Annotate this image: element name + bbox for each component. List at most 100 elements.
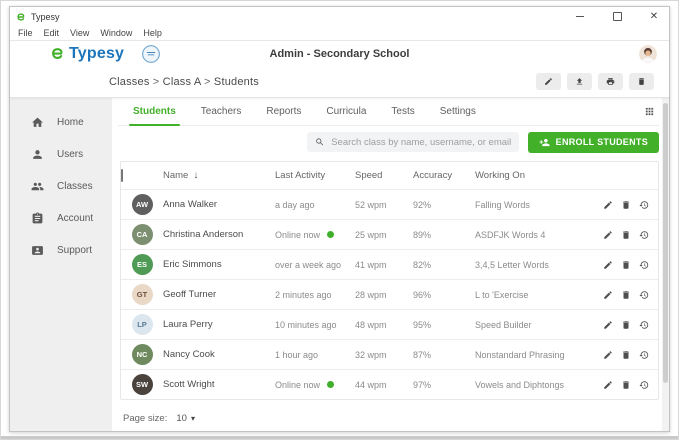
table-row[interactable]: ESEric Simmonsover a week ago41 wpm82%3,… — [121, 249, 658, 279]
sort-descending-icon[interactable]: ↓ — [193, 170, 198, 181]
delete-student-button[interactable] — [621, 290, 631, 300]
last-activity: 2 minutes ago — [275, 290, 332, 300]
grid-view-icon[interactable] — [642, 104, 657, 119]
trash-icon — [621, 380, 631, 390]
scrollbar-thumb[interactable] — [663, 103, 668, 383]
menu-window[interactable]: Window — [100, 28, 132, 38]
table-row[interactable]: GTGeoff Turner2 minutes ago28 wpm96%L to… — [121, 279, 658, 309]
delete-student-button[interactable] — [621, 350, 631, 360]
sidebar: Home UsersClassesAccountSupport — [10, 98, 112, 431]
trash-icon — [637, 77, 646, 86]
search-row: Search class by name, username, or email… — [118, 131, 659, 153]
enroll-students-label: ENROLL STUDENTS — [556, 137, 648, 147]
sidebar-item-users[interactable]: Users — [10, 138, 112, 170]
menu-edit[interactable]: Edit — [44, 28, 60, 38]
breadcrumb-item-classes[interactable]: Classes — [109, 76, 150, 88]
tab-students[interactable]: Students — [122, 98, 187, 125]
edit-student-button[interactable] — [603, 290, 613, 300]
menu-help[interactable]: Help — [143, 28, 162, 38]
student-avatar: ES — [132, 254, 153, 275]
history-icon — [639, 320, 649, 330]
history-button[interactable] — [639, 380, 649, 390]
tab-reports[interactable]: Reports — [255, 98, 312, 125]
edit-student-button[interactable] — [603, 230, 613, 240]
breadcrumb-separator: > — [201, 76, 214, 88]
sidebar-item-account[interactable]: Account — [10, 202, 112, 234]
printer-button[interactable] — [598, 73, 623, 90]
close-icon[interactable]: ✕ — [649, 12, 659, 22]
pencil-icon — [603, 200, 613, 210]
history-button[interactable] — [639, 320, 649, 330]
sidebar-item-classes[interactable]: Classes — [10, 170, 112, 202]
vertical-scrollbar[interactable] — [662, 98, 669, 431]
table-header: Name ↓ Last Activity Speed Accuracy Work… — [121, 162, 658, 189]
user-avatar[interactable] — [639, 45, 657, 63]
main-content: StudentsTeachersReportsCurriculaTestsSet… — [112, 98, 669, 431]
menu-view[interactable]: View — [70, 28, 89, 38]
delete-student-button[interactable] — [621, 230, 631, 240]
maximize-icon[interactable] — [612, 12, 622, 22]
trash-icon — [621, 260, 631, 270]
enroll-students-button[interactable]: ENROLL STUDENTS — [528, 132, 659, 153]
trash-icon — [621, 320, 631, 330]
last-activity: a day ago — [275, 200, 315, 210]
tab-tests[interactable]: Tests — [380, 98, 425, 125]
delete-student-button[interactable] — [621, 260, 631, 270]
delete-student-button[interactable] — [621, 200, 631, 210]
edit-student-button[interactable] — [603, 260, 613, 270]
user-icon — [31, 148, 44, 161]
tab-settings[interactable]: Settings — [429, 98, 487, 125]
student-avatar: CA — [132, 224, 153, 245]
history-button[interactable] — [639, 260, 649, 270]
breadcrumb-item-class-a[interactable]: Class A — [163, 76, 201, 88]
table-row[interactable]: LPLaura Perry10 minutes ago48 wpm95%Spee… — [121, 309, 658, 339]
working-on: Speed Builder — [475, 320, 600, 330]
tab-teachers[interactable]: Teachers — [190, 98, 253, 125]
table-row[interactable]: AWAnna Walkera day ago52 wpm92%Falling W… — [121, 189, 658, 219]
pencil-icon — [603, 380, 613, 390]
history-icon — [639, 200, 649, 210]
history-button[interactable] — [639, 290, 649, 300]
history-button[interactable] — [639, 200, 649, 210]
breadcrumb-row: Classes > Class A > Students — [10, 66, 669, 98]
history-button[interactable] — [639, 230, 649, 240]
contact-card-icon — [31, 244, 44, 257]
sidebar-item-home[interactable]: Home — [10, 106, 112, 138]
typing-speed: 32 wpm — [355, 350, 413, 360]
tab-curricula[interactable]: Curricula — [315, 98, 377, 125]
edit-student-button[interactable] — [603, 380, 613, 390]
trash-icon — [621, 290, 631, 300]
delete-student-button[interactable] — [621, 320, 631, 330]
table-row[interactable]: NCNancy Cook1 hour ago32 wpm87%Nonstanda… — [121, 339, 658, 369]
sidebar-item-label: Home — [57, 117, 84, 128]
pencil-button[interactable] — [536, 73, 561, 90]
breadcrumb: Classes > Class A > Students — [109, 76, 259, 88]
upload-button[interactable] — [567, 73, 592, 90]
accuracy: 87% — [413, 350, 475, 360]
table-row[interactable]: SWScott WrightOnline now44 wpm97%Vowels … — [121, 369, 658, 399]
edit-student-button[interactable] — [603, 350, 613, 360]
student-avatar: SW — [132, 374, 153, 395]
breadcrumb-item-students[interactable]: Students — [214, 76, 259, 88]
title-bar: Typesy ✕ — [10, 7, 669, 25]
select-all-checkbox[interactable] — [121, 169, 123, 182]
search-input[interactable]: Search class by name, username, or email… — [307, 132, 519, 152]
edit-student-button[interactable] — [603, 320, 613, 330]
history-icon — [639, 260, 649, 270]
table-row[interactable]: CAChristina AndersonOnline now25 wpm89%A… — [121, 219, 658, 249]
menu-file[interactable]: File — [18, 28, 33, 38]
minimize-icon[interactable] — [575, 12, 585, 22]
sidebar-item-support[interactable]: Support — [10, 234, 112, 266]
history-button[interactable] — [639, 350, 649, 360]
column-name: Name — [163, 170, 188, 181]
edit-student-button[interactable] — [603, 200, 613, 210]
accuracy: 92% — [413, 200, 475, 210]
page-size-select[interactable]: 10 ▾ — [176, 413, 195, 424]
student-avatar: LP — [132, 314, 153, 335]
trash-button[interactable] — [629, 73, 654, 90]
student-name: Eric Simmons — [163, 259, 275, 270]
delete-student-button[interactable] — [621, 380, 631, 390]
student-name: Christina Anderson — [163, 229, 275, 240]
working-on: Vowels and Diphtongs — [475, 380, 600, 390]
window-title: Typesy — [31, 12, 60, 22]
